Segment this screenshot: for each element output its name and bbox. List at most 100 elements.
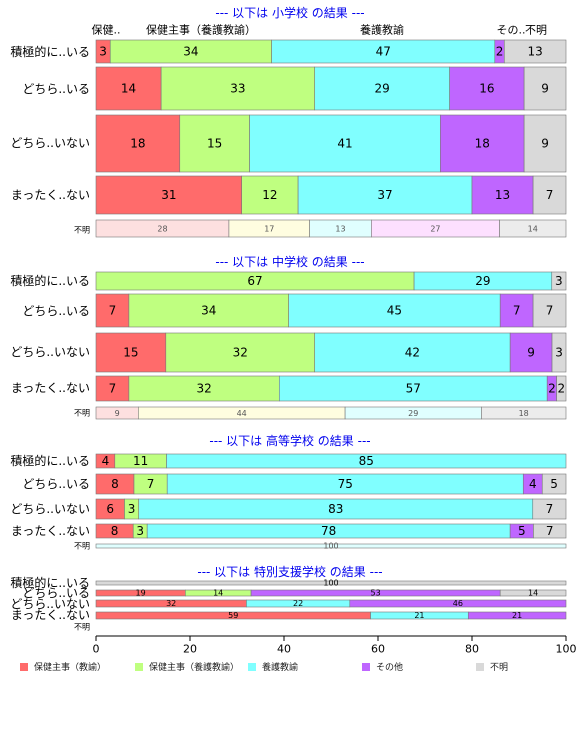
data-label: 7: [109, 382, 117, 396]
bar-segment: [160, 66, 316, 111]
data-label: 17: [264, 225, 274, 234]
legend-swatch: [476, 662, 484, 671]
row-label: 不明: [74, 623, 90, 632]
bar-segment: [440, 114, 525, 173]
row-label: 不明: [74, 226, 90, 235]
data-label: 9: [541, 137, 549, 151]
data-label: 83: [328, 502, 343, 516]
data-label: 2: [548, 382, 556, 396]
data-label: 3: [555, 346, 563, 360]
bar-segment: [349, 599, 567, 608]
bar-segment: [503, 39, 567, 64]
row-label: 不明: [74, 409, 90, 418]
row-label: 不明: [74, 542, 90, 551]
row-label: まったく..ない: [11, 608, 90, 622]
data-label: 7: [546, 304, 554, 318]
legend-item-unknown: 不明: [476, 660, 508, 673]
data-label: 46: [453, 599, 463, 608]
bar-segment: [249, 114, 441, 173]
bar-segment: [499, 589, 567, 597]
bar-segment: [551, 332, 567, 373]
data-label: 14: [213, 589, 223, 598]
data-label: 21: [414, 611, 424, 620]
data-label: 27: [430, 225, 440, 234]
bar-segment: [95, 375, 130, 402]
data-label: 34: [201, 304, 216, 318]
row-label: どちら..いる: [22, 477, 90, 491]
bar-segment: [278, 375, 548, 402]
data-label: 100: [323, 542, 338, 551]
row-label: 積極的に..いる: [10, 453, 90, 468]
data-label: 67: [247, 274, 262, 288]
data-label: 15: [123, 346, 138, 360]
data-label: 78: [321, 524, 336, 538]
data-label: 19: [136, 589, 146, 598]
data-label: 6: [106, 502, 114, 516]
bar-segment: [95, 332, 167, 373]
data-label: 3: [555, 274, 563, 288]
bar-segment: [95, 175, 242, 215]
data-label: 57: [406, 382, 421, 396]
x-tick-label: 40: [277, 643, 291, 656]
row-label: どちら..いない: [10, 597, 90, 611]
data-label: 53: [371, 589, 381, 598]
x-tick-label: 0: [93, 643, 100, 656]
bar-segment: [523, 66, 567, 111]
data-label: 4: [529, 477, 537, 491]
x-tick-label: 20: [183, 643, 197, 656]
data-label: 2: [496, 45, 504, 59]
bar-segment: [471, 175, 534, 215]
bar-segment: [499, 219, 567, 238]
row-label: 積極的に..いる: [10, 44, 90, 59]
data-label: 9: [527, 346, 535, 360]
legend-swatch: [135, 662, 143, 671]
data-label: 14: [528, 589, 538, 598]
data-label: 8: [111, 524, 119, 538]
row-label: 積極的に..いる: [10, 273, 90, 288]
data-label: 32: [196, 382, 211, 396]
bar-segment: [481, 406, 567, 420]
data-label: 15: [207, 137, 222, 151]
data-label: 42: [405, 346, 420, 360]
row-label: どちら..いる: [22, 304, 90, 318]
x-tick-label: 80: [465, 643, 479, 656]
legend-swatch: [248, 662, 256, 671]
top-series-label: 不明: [525, 24, 547, 37]
x-tick-label: 100: [556, 643, 577, 656]
bar-segment: [179, 114, 250, 173]
bar-segment: [467, 611, 567, 620]
bar-segment: [165, 332, 316, 373]
bar-segment: [288, 293, 501, 328]
data-label: 18: [130, 137, 145, 151]
bar-segment: [314, 66, 450, 111]
legend-item-health-yogo: 保健主事（養護教諭）: [135, 660, 239, 673]
data-label: 3: [136, 524, 144, 538]
bar-segment: [297, 175, 473, 215]
row-label: 積極的に..いる: [10, 575, 90, 590]
legend-label: 保健主事（養護教諭）: [149, 663, 240, 673]
data-label: 9: [115, 409, 120, 418]
x-tick-label: 60: [371, 643, 385, 656]
panel-title: --- 以下は 特別支援学校 の結果 ---: [197, 564, 382, 579]
bar-segment: [551, 271, 567, 291]
data-label: 2: [557, 382, 565, 396]
data-label: 44: [237, 409, 247, 418]
data-label: 33: [230, 82, 245, 96]
bar-segment: [532, 293, 567, 328]
data-label: 7: [147, 477, 155, 491]
bar-segment: [523, 114, 567, 173]
bar-segment: [128, 293, 289, 328]
bar-segment: [166, 453, 567, 469]
legend-label: その他: [376, 663, 404, 673]
bar-segment: [541, 473, 567, 495]
data-label: 7: [109, 304, 117, 318]
data-label: 37: [377, 188, 392, 202]
panel-title: --- 以下は 高等学校 の結果 ---: [209, 433, 370, 448]
data-label: 16: [479, 82, 494, 96]
data-label: 59: [228, 611, 238, 620]
data-label: 32: [166, 599, 176, 608]
data-label: 14: [528, 225, 538, 234]
legend-item-other: その他: [362, 660, 403, 673]
data-label: 18: [519, 409, 529, 418]
row-label: まったく..ない: [11, 188, 90, 202]
